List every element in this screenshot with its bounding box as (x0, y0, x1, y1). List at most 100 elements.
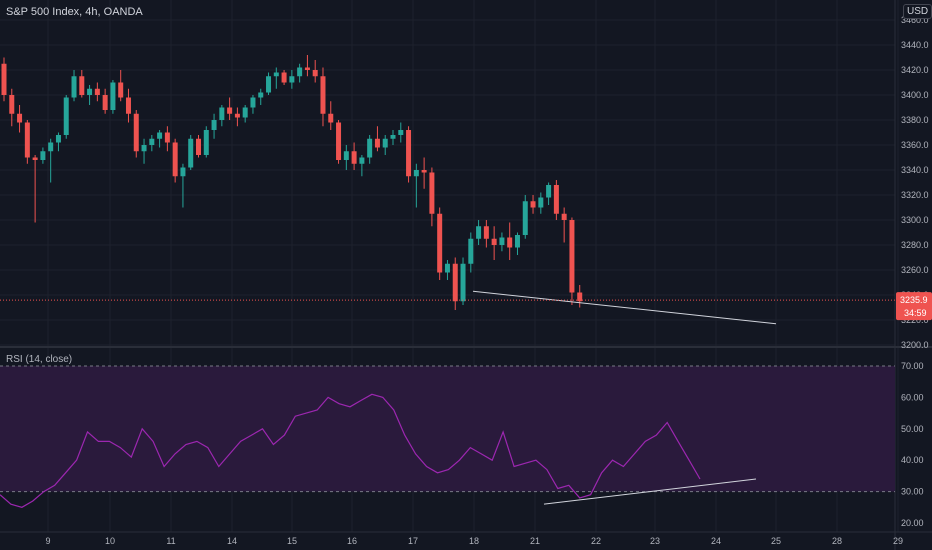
price-tick-label: 3280.0 (901, 240, 929, 250)
rsi-tick-label: 20.00 (901, 518, 924, 528)
candle-body (483, 226, 489, 239)
candle-body (553, 185, 559, 214)
candle-body (343, 151, 349, 160)
candle-body (476, 226, 482, 239)
price-tick-label: 3440.0 (901, 40, 929, 50)
candle-body (468, 238, 474, 264)
candle-body (141, 145, 147, 152)
candle-body (546, 185, 552, 198)
time-tick-label: 15 (287, 536, 297, 546)
chart-title: S&P 500 Index, 4h, OANDA (6, 6, 143, 18)
time-tick-label: 29 (893, 536, 903, 546)
candle-body (312, 70, 318, 77)
time-tick-label: 21 (530, 536, 540, 546)
candle-body (320, 76, 326, 114)
candle-body (48, 142, 54, 152)
candle-body (1, 63, 7, 95)
candle-body (304, 67, 310, 70)
candle-body (273, 72, 279, 77)
candle-body (180, 167, 186, 177)
rsi-tick-label: 60.00 (901, 392, 924, 402)
currency-button[interactable]: USD (903, 4, 932, 19)
rsi-tick-label: 30.00 (901, 487, 924, 497)
candle-body (336, 122, 342, 160)
time-tick-label: 22 (591, 536, 601, 546)
candle-body (149, 138, 155, 145)
candle-body (382, 138, 388, 148)
time-tick-label: 17 (408, 536, 418, 546)
time-tick-label: 18 (469, 536, 479, 546)
candle-body (437, 213, 443, 273)
price-tick-label: 3300.0 (901, 215, 929, 225)
price-tick-label: 3420.0 (901, 65, 929, 75)
candle-body (17, 113, 23, 123)
price-tag-timer: 34:59 (904, 308, 927, 318)
candle-body (250, 97, 256, 108)
time-tick-label: 14 (227, 536, 237, 546)
rsi-tick-label: 50.00 (901, 424, 924, 434)
candle-body (196, 138, 201, 155)
candle-body (530, 201, 536, 208)
candle-body (281, 72, 287, 83)
candle-body (507, 237, 513, 248)
candle-body (94, 88, 100, 95)
candle-body (79, 76, 85, 95)
candle-body (359, 157, 365, 164)
candle-body (102, 95, 108, 110)
candle-body (110, 82, 116, 110)
candle-body (297, 67, 303, 77)
price-trendline (472, 290, 777, 325)
candle-body (118, 82, 124, 98)
rsi-line (0, 393, 701, 508)
rsi-indicator-label[interactable]: RSI (14, close) (6, 354, 73, 365)
candle-body (289, 76, 295, 83)
candle-body (63, 97, 69, 135)
candle-body (522, 201, 528, 235)
time-tick-label: 24 (711, 536, 721, 546)
time-tick-label: 25 (771, 536, 781, 546)
candle-body (538, 197, 544, 208)
candle-body (188, 138, 194, 168)
candle-body (406, 130, 412, 177)
candle-body (172, 142, 178, 177)
price-tick-label: 3460.0 (901, 15, 929, 25)
rsi-tick-label: 40.00 (901, 455, 924, 465)
time-tick-label: 10 (105, 536, 115, 546)
price-tick-label: 3260.0 (901, 265, 929, 275)
price-tick-label: 3320.0 (901, 190, 929, 200)
candle-body (429, 172, 435, 214)
candle-body (390, 135, 396, 139)
price-tick-label: 3200.0 (901, 340, 929, 350)
candle-body (87, 88, 93, 95)
price-tag-value: 3235.9 (900, 295, 928, 305)
candle-body (164, 132, 170, 143)
candle-body (577, 292, 583, 302)
time-tick-label: 28 (832, 536, 842, 546)
candle-body (398, 130, 404, 135)
rsi-trendline (543, 478, 757, 505)
price-tick-label: 3400.0 (901, 90, 929, 100)
price-tick-label: 3360.0 (901, 140, 929, 150)
candle-body (40, 151, 46, 160)
candle-body (133, 113, 139, 152)
price-tag-box (896, 292, 932, 321)
price-tick-label: 3340.0 (901, 165, 929, 175)
time-tick-label: 16 (347, 536, 357, 546)
candle-body (203, 130, 209, 155)
time-tick-label: 11 (166, 536, 175, 546)
candle-body (234, 113, 240, 118)
candle-body (413, 170, 419, 177)
candle-body (444, 263, 450, 273)
candle-body (258, 92, 264, 98)
candle-body (328, 113, 334, 123)
rsi-tick-label: 70.00 (901, 361, 924, 371)
candle-body (55, 135, 61, 143)
candle-body (569, 220, 575, 293)
candle-body (499, 237, 505, 245)
time-tick-label: 9 (45, 536, 50, 546)
candle-body (351, 151, 357, 164)
rsi-band (0, 366, 895, 492)
candle-body (71, 76, 77, 98)
candle-body (374, 138, 380, 148)
